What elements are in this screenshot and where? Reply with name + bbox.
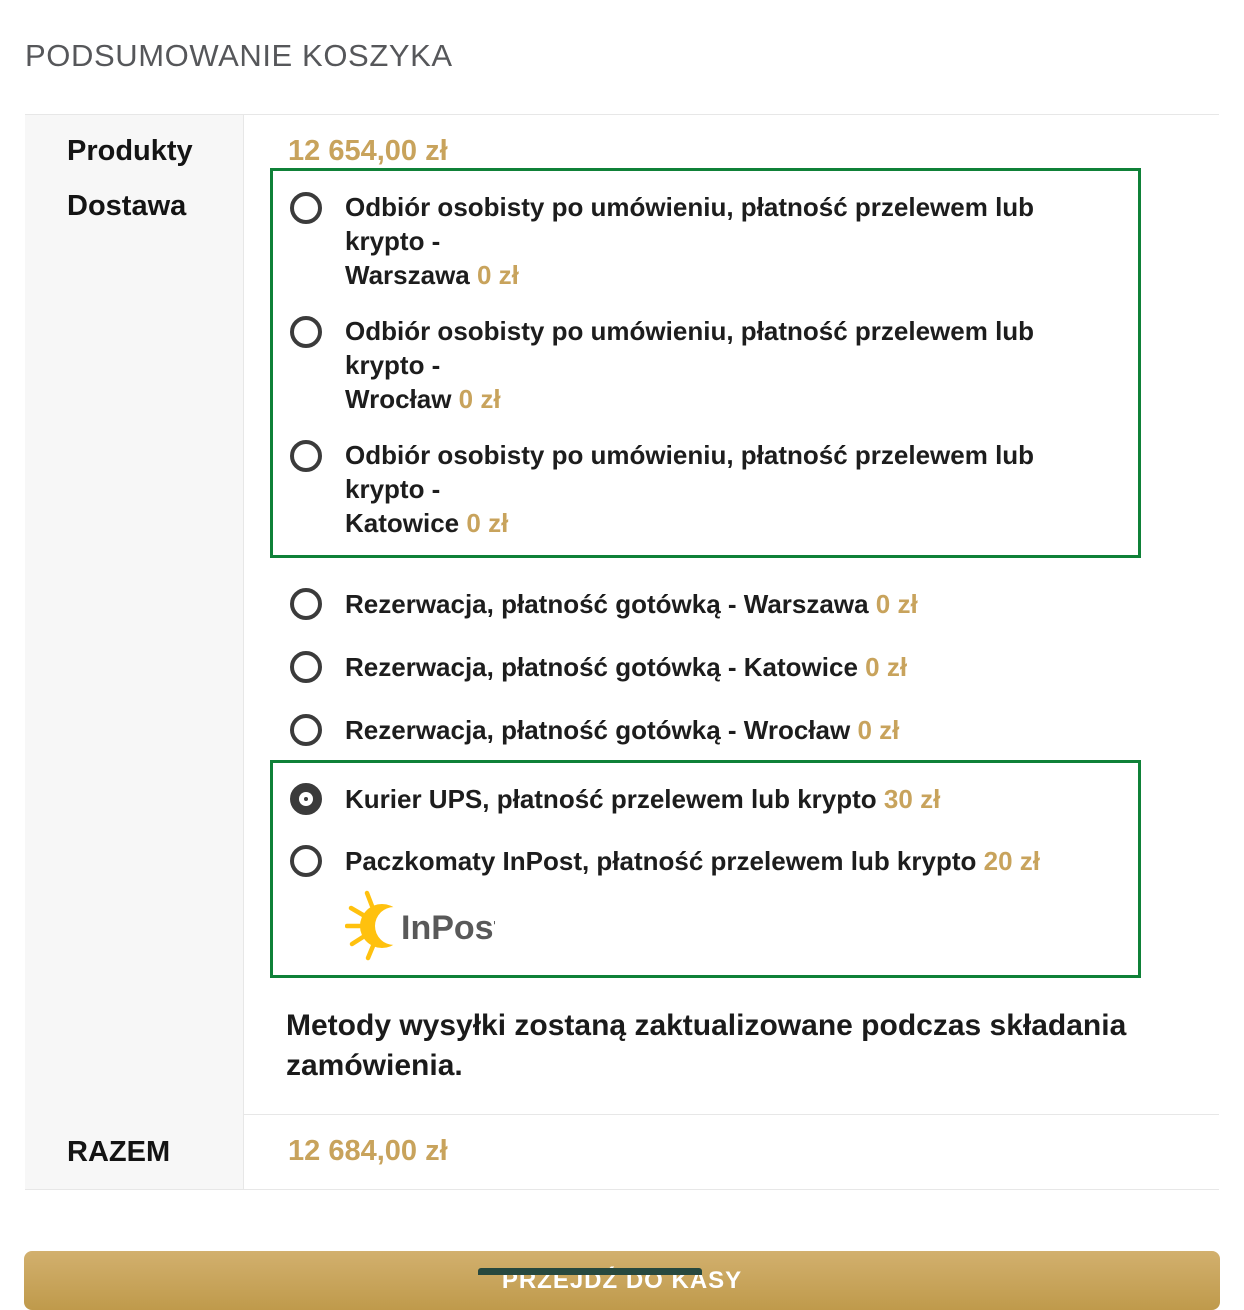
total-row-label: RAZEM: [25, 1114, 243, 1189]
shipping-option-kurier-ups[interactable]: Kurier UPS, płatność przelewem lub krypt…: [290, 781, 1120, 817]
radio-icon[interactable]: [290, 651, 322, 683]
radio-selected-icon[interactable]: [290, 783, 322, 815]
option-label: Rezerwacja, płatność gotówką - Katowice: [345, 652, 858, 682]
radio-icon[interactable]: [290, 845, 322, 877]
shipping-option-pickup-warszawa[interactable]: Odbiór osobisty po umówieniu, płatność p…: [290, 190, 1120, 292]
option-price: 0 zł: [466, 508, 509, 538]
radio-icon[interactable]: [290, 316, 322, 348]
shipping-option-reservation-warszawa[interactable]: Rezerwacja, płatność gotówką - Warszawa …: [290, 586, 1219, 622]
page-title: PODSUMOWANIE KOSZYKA: [25, 38, 453, 73]
products-total-price: 12 654,00 zł: [288, 135, 448, 167]
option-city: Warszawa: [345, 260, 470, 290]
option-price: 0 zł: [865, 652, 908, 682]
inpost-logo-icon: InPost: [345, 890, 495, 961]
radio-icon[interactable]: [290, 714, 322, 746]
bottom-cutoff-element: [478, 1268, 702, 1275]
option-label: Odbiór osobisty po umówieniu, płatność p…: [345, 316, 1035, 380]
radio-icon[interactable]: [290, 588, 322, 620]
option-price: 30 zł: [883, 784, 941, 814]
option-label: Odbiór osobisty po umówieniu, płatność p…: [345, 192, 1035, 256]
option-label: Rezerwacja, płatność gotówką - Warszawa: [345, 589, 869, 619]
option-price: 0 zł: [857, 715, 900, 745]
shipping-option-paczkomaty-inpost[interactable]: Paczkomaty InPost, płatność przelewem lu…: [290, 843, 1120, 879]
option-city: Wrocław: [345, 384, 452, 414]
option-price: 0 zł: [458, 384, 501, 414]
shipping-option-reservation-wroclaw[interactable]: Rezerwacja, płatność gotówką - Wrocław 0…: [290, 712, 1219, 748]
option-label: Paczkomaty InPost, płatność przelewem lu…: [345, 846, 977, 876]
shipping-row-content: Odbiór osobisty po umówieniu, płatność p…: [243, 168, 1219, 1114]
reservation-options-group: Rezerwacja, płatność gotówką - Warszawa …: [290, 586, 1219, 748]
pickup-options-group: Odbiór osobisty po umówieniu, płatność p…: [270, 168, 1141, 558]
total-row-value: 12 684,00 zł: [243, 1114, 1219, 1189]
products-row-value: 12 654,00 zł: [243, 115, 1219, 168]
cart-summary-table: Produkty 12 654,00 zł Dostawa Odbiór oso…: [25, 114, 1219, 1190]
option-label: Rezerwacja, płatność gotówką - Wrocław: [345, 715, 851, 745]
shipping-option-reservation-katowice[interactable]: Rezerwacja, płatność gotówką - Katowice …: [290, 649, 1219, 685]
option-city: Katowice: [345, 508, 460, 538]
products-row-label: Produkty: [25, 115, 243, 168]
inpost-logo-text: InPost: [401, 909, 495, 947]
shipping-option-pickup-wroclaw[interactable]: Odbiór osobisty po umówieniu, płatność p…: [290, 314, 1120, 416]
shipping-note: Metody wysyłki zostaną zaktualizowane po…: [286, 1009, 1127, 1082]
shipping-option-pickup-katowice[interactable]: Odbiór osobisty po umówieniu, płatność p…: [290, 438, 1120, 540]
order-total-price: 12 684,00 zł: [288, 1135, 448, 1167]
radio-icon[interactable]: [290, 192, 322, 224]
option-label: Kurier UPS, płatność przelewem lub krypt…: [345, 784, 877, 814]
checkout-button[interactable]: PRZEJDŹ DO KASY: [24, 1251, 1220, 1310]
option-price: 0 zł: [477, 260, 519, 290]
option-price: 20 zł: [983, 846, 1040, 876]
radio-icon[interactable]: [290, 440, 322, 472]
option-label: Odbiór osobisty po umówieniu, płatność p…: [345, 440, 1035, 504]
option-price: 0 zł: [875, 589, 918, 619]
courier-options-group: Kurier UPS, płatność przelewem lub krypt…: [270, 760, 1141, 978]
shipping-row-label: Dostawa: [25, 168, 243, 1114]
